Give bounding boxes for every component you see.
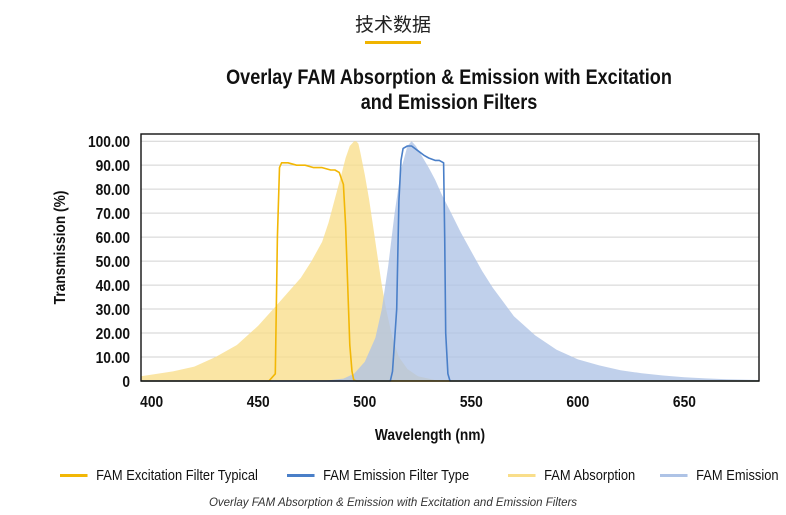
x-tick-label: 500 xyxy=(353,393,376,411)
section-title-underline xyxy=(365,41,421,44)
legend-swatch xyxy=(508,473,536,477)
legend-label: FAM Emission Filter Type xyxy=(323,466,470,484)
y-tick-label: 30.00 xyxy=(96,301,130,319)
plot-frame xyxy=(140,133,760,382)
y-tick-label: 80.00 xyxy=(96,181,130,199)
legend-item-fam-emission-filter-type: FAM Emission Filter Type xyxy=(287,464,469,486)
legend-item-fam-excitation-filter-typical: FAM Excitation Filter Typical xyxy=(60,464,258,486)
chart-title-line: and Emission Filters xyxy=(361,91,538,115)
y-tick-label: 40.00 xyxy=(96,277,130,295)
x-axis-label: Wavelength (nm) xyxy=(375,426,485,444)
chart-title-line: Overlay FAM Absorption & Emission with E… xyxy=(226,66,672,90)
y-tick-labels: 0 10.00 20.00 30.00 40.00 50.00 60.00 70.00 80.0… xyxy=(88,133,130,391)
x-tick-label: 600 xyxy=(566,393,589,411)
y-tick-label: 100.00 xyxy=(88,133,130,151)
series-fam-excitation-filter-typical xyxy=(141,162,759,382)
y-tick-label: 60.00 xyxy=(96,229,130,247)
x-tick-label: 400 xyxy=(140,393,163,411)
chart-caption: Overlay FAM Absorption & Emission with E… xyxy=(208,497,578,509)
series-fam-absorption xyxy=(141,141,440,381)
legend-label: FAM Absorption xyxy=(544,466,636,484)
y-tick-label: 50.00 xyxy=(96,253,130,271)
x-tick-labels: 400 450 500 550 600 650 xyxy=(140,393,696,411)
series-fam-emission-filter-type xyxy=(141,145,759,382)
y-axis-label: Transmission (%) xyxy=(51,191,69,305)
legend-swatch xyxy=(287,473,315,477)
y-tick-label: 0 xyxy=(122,373,130,391)
legend-item-fam-absorption: FAM Absorption xyxy=(508,464,635,486)
x-tick-label: 650 xyxy=(673,393,696,411)
x-tick-label: 450 xyxy=(247,393,270,411)
y-tick-label: 10.00 xyxy=(96,349,130,367)
section-title: 技术数据 xyxy=(354,14,431,36)
y-tick-label: 90.00 xyxy=(96,157,130,175)
y-tick-label: 70.00 xyxy=(96,205,130,223)
legend-item-fam-emission: FAM Emission xyxy=(660,464,779,486)
chart-legend: FAM Excitation Filter Typical FAM Emissio… xyxy=(0,464,786,486)
legend-swatch xyxy=(60,473,88,477)
legend-label: FAM Excitation Filter Typical xyxy=(96,466,258,484)
series-layer xyxy=(141,141,759,382)
chart-title: Overlay FAM Absorption & Emission with E… xyxy=(226,66,672,115)
y-tick-label: 20.00 xyxy=(96,325,130,343)
section-header: 技术数据 xyxy=(0,10,786,44)
legend-label: FAM Emission xyxy=(696,466,779,484)
x-tick-label: 550 xyxy=(460,393,483,411)
legend-swatch xyxy=(660,473,688,477)
series-fam-emission xyxy=(322,141,759,381)
